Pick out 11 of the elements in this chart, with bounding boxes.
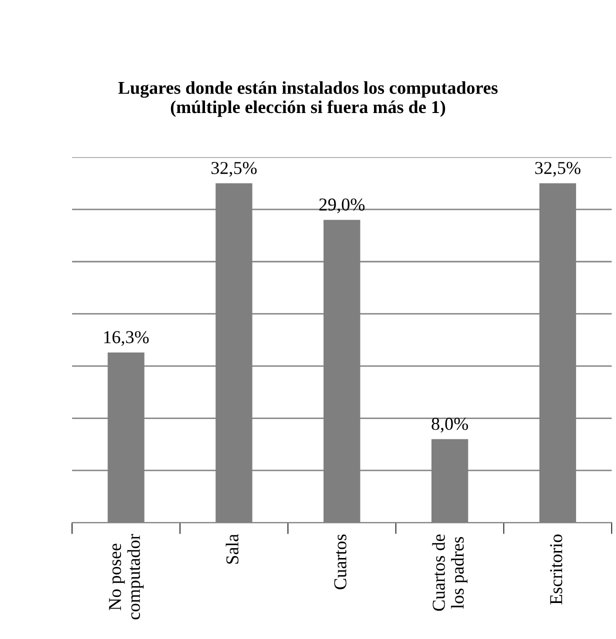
chart-title: Lugares donde están instalados los computadores (múltiple elección si fuera más de 1) — [118, 81, 498, 117]
data-label: 32,5% — [212, 162, 257, 177]
data-label: 32,5% — [535, 162, 580, 177]
data-label: 29,0% — [319, 198, 365, 214]
x-tick-label: Cuartos — [334, 534, 346, 590]
x-tick-label: No posee computador — [109, 534, 144, 620]
x-tick-label: Cuartos de los padres — [432, 534, 468, 611]
data-label: 16,3% — [104, 331, 149, 346]
x-tick-label: Escritorio — [550, 534, 562, 604]
data-label: 8,0% — [432, 418, 468, 433]
x-tick-label: Sala — [226, 534, 238, 564]
